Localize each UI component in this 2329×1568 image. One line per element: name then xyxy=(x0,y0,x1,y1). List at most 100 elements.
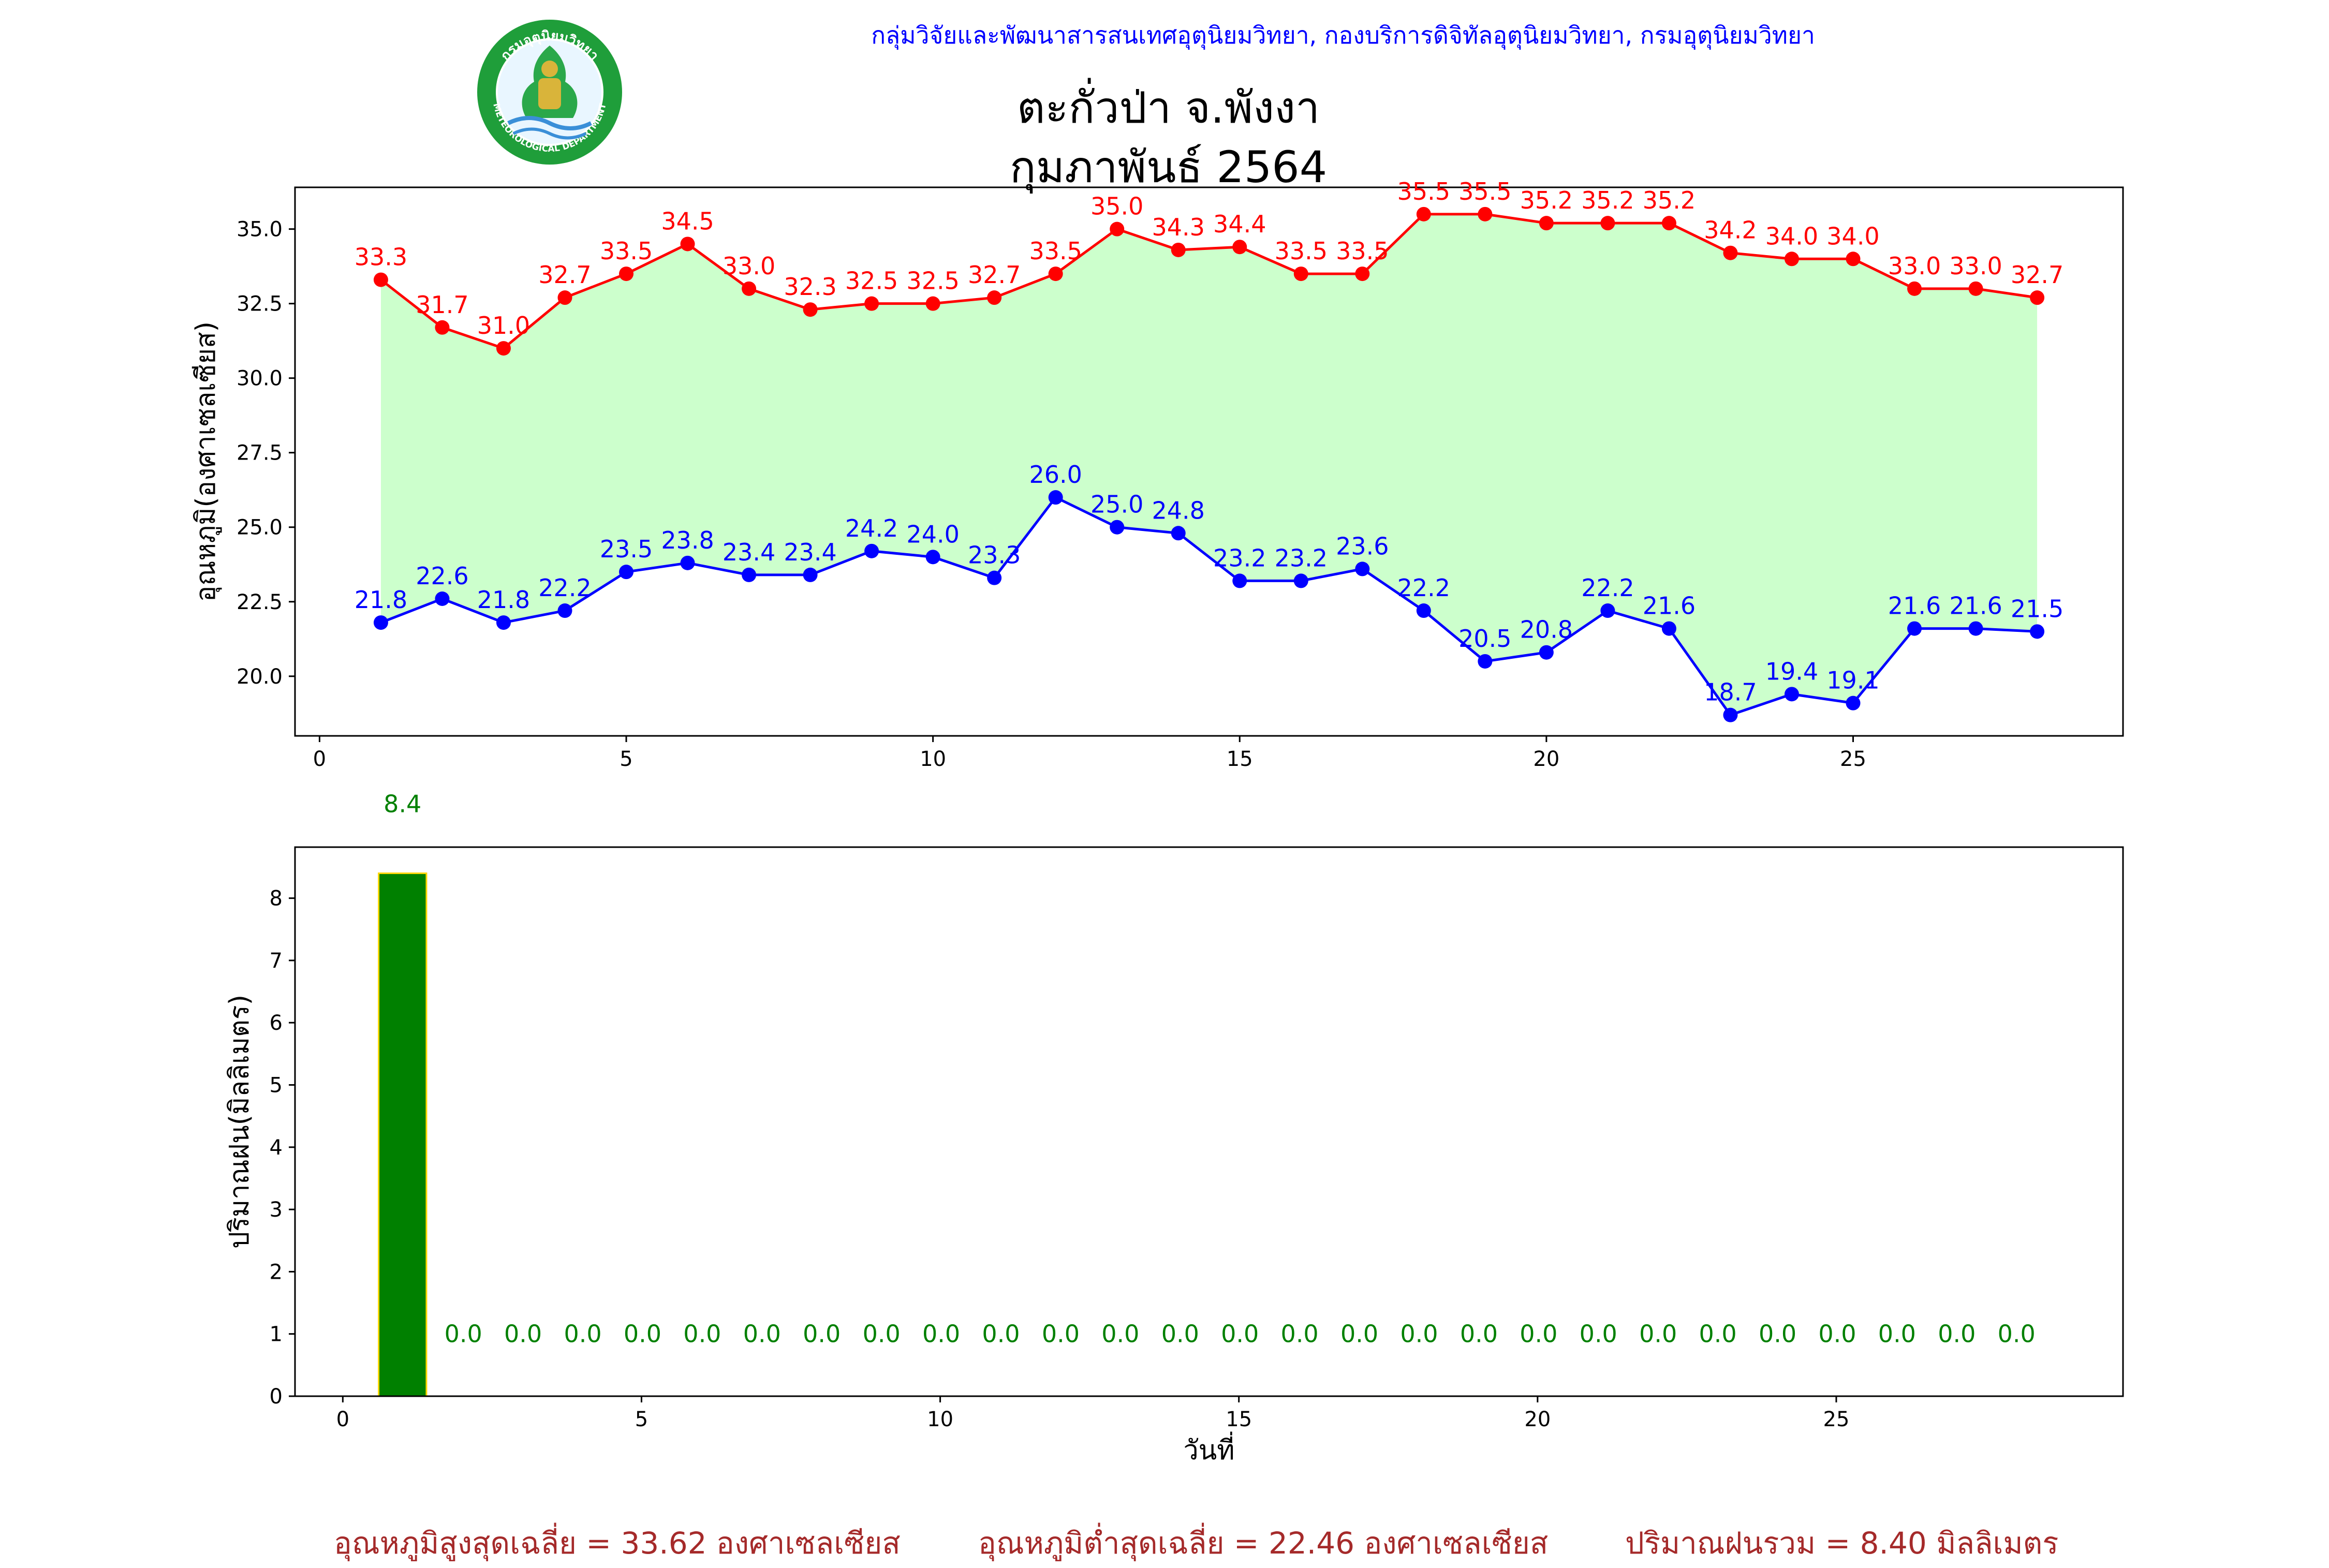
summary-footer: อุณหภูมิสูงสุดเฉลี่ย = 33.62 องศาเซลเซีย… xyxy=(0,1527,2329,1568)
temp-max-point xyxy=(681,236,695,251)
rain-ytick-label: 1 xyxy=(270,1323,283,1347)
rain-data-label: 0.0 xyxy=(1580,1320,1617,1348)
rain-data-label: 0.0 xyxy=(1042,1320,1080,1348)
temp-min-data-label: 21.6 xyxy=(1949,592,2002,620)
temp-max-data-label: 34.2 xyxy=(1704,216,1757,244)
temp-max-data-label: 35.2 xyxy=(1520,186,1573,214)
rain-ytick-label: 7 xyxy=(270,949,283,973)
temp-xtick-label: 25 xyxy=(1840,747,1866,771)
rain-data-label: 0.0 xyxy=(743,1320,781,1348)
rain-data-label: 0.0 xyxy=(1818,1320,1856,1348)
temp-ylabel: อุณหภูมิ(องศาเซลเซียส) xyxy=(190,321,222,602)
rain-data-label: 0.0 xyxy=(1221,1320,1259,1348)
rain-ytick-label: 8 xyxy=(270,887,283,911)
temp-ytick-label: 30.0 xyxy=(237,367,283,391)
temp-min-data-label: 23.4 xyxy=(723,538,775,566)
temp-ytick-label: 27.5 xyxy=(237,441,283,465)
temp-max-point xyxy=(2030,290,2044,305)
rain-data-label: 0.0 xyxy=(1400,1320,1438,1348)
rain-data-label: 0.0 xyxy=(1460,1320,1498,1348)
temp-max-point xyxy=(1600,216,1615,230)
temp-max-point xyxy=(619,267,633,281)
temp-max-point xyxy=(1969,282,1983,296)
temp-max-point xyxy=(435,320,449,335)
rain-data-label: 0.0 xyxy=(1101,1320,1139,1348)
temp-ytick-label: 32.5 xyxy=(237,292,283,316)
temp-max-point xyxy=(496,341,511,356)
rain-xtick-label: 5 xyxy=(635,1408,648,1431)
temp-max-data-label: 33.3 xyxy=(355,243,407,271)
temp-max-point xyxy=(558,290,572,305)
rain-xtick-label: 20 xyxy=(1524,1408,1551,1431)
temp-max-data-label: 33.0 xyxy=(723,252,775,280)
temp-ytick-label: 20.0 xyxy=(237,665,283,689)
temp-max-data-label: 33.5 xyxy=(1029,237,1082,265)
temp-min-point xyxy=(1110,520,1124,535)
temp-xtick-label: 20 xyxy=(1533,747,1559,771)
temp-max-point xyxy=(1049,267,1063,281)
temp-min-point xyxy=(558,603,572,618)
temp-max-data-label: 35.2 xyxy=(1581,186,1634,214)
rain-ytick-label: 4 xyxy=(270,1136,283,1160)
temp-ytick-label: 22.5 xyxy=(237,590,283,614)
avg-max-temp-text: อุณหภูมิสูงสุดเฉลี่ย = 33.62 องศาเซลเซีย… xyxy=(334,1519,901,1567)
rain-data-label: 0.0 xyxy=(564,1320,601,1348)
temp-max-data-label: 32.5 xyxy=(845,267,898,295)
temp-max-data-label: 32.3 xyxy=(784,273,836,301)
temp-max-point xyxy=(1478,207,1492,221)
rain-data-label: 0.0 xyxy=(1938,1320,1976,1348)
avg-min-temp-text: อุณหภูมิต่ำสุดเฉลี่ย = 22.46 องศาเซลเซีย… xyxy=(978,1519,1548,1567)
rain-data-label: 0.0 xyxy=(1759,1320,1796,1348)
total-rain-text: ปริมาณฝนรวม = 8.40 มิลลิเมตร xyxy=(1625,1519,2058,1567)
temp-max-data-label: 33.5 xyxy=(1336,237,1389,265)
temp-max-point xyxy=(1662,216,1676,230)
temp-xtick-label: 15 xyxy=(1227,747,1253,771)
temp-min-point xyxy=(435,591,449,606)
temp-min-point xyxy=(1846,696,1860,711)
temp-min-point xyxy=(374,615,388,630)
temp-max-data-label: 32.7 xyxy=(968,261,1021,289)
temp-max-point xyxy=(864,297,879,311)
temp-min-point xyxy=(1355,561,1369,576)
temp-min-data-label: 20.8 xyxy=(1520,616,1573,644)
temp-max-data-label: 35.0 xyxy=(1090,193,1143,220)
temp-range-fill xyxy=(381,214,2037,715)
rain-xtick-label: 15 xyxy=(1226,1408,1252,1431)
rain-ytick-label: 3 xyxy=(270,1198,283,1222)
rain-data-label: 0.0 xyxy=(1340,1320,1378,1348)
rain-data-label: 0.0 xyxy=(982,1320,1020,1348)
temp-max-data-label: 34.3 xyxy=(1152,213,1205,241)
temp-max-data-label: 31.7 xyxy=(416,291,468,319)
temp-xtick-label: 5 xyxy=(620,747,632,771)
temp-max-data-label: 35.5 xyxy=(1458,177,1511,205)
rain-data-label: 0.0 xyxy=(863,1320,901,1348)
temp-max-point xyxy=(926,297,940,311)
temp-min-point xyxy=(681,556,695,570)
temp-min-data-label: 21.6 xyxy=(1888,592,1941,620)
temp-max-data-label: 33.5 xyxy=(600,237,653,265)
temp-max-point xyxy=(803,302,818,317)
temp-ytick-label: 35.0 xyxy=(237,218,283,242)
rain-data-label: 0.0 xyxy=(1699,1320,1737,1348)
rain-xtick-label: 0 xyxy=(336,1408,349,1431)
rainfall-chart: 8.4 0.0 0.0 0.0 0.0 0.0 0.0 0.0 0.0 0.0 0.0 0.0 0.0 0… xyxy=(224,790,2123,1466)
temp-max-point xyxy=(1232,240,1247,254)
rain-data-label: 0.0 xyxy=(445,1320,482,1348)
rain-data-label: 0.0 xyxy=(803,1320,841,1348)
temp-min-data-label: 23.5 xyxy=(600,535,653,563)
temp-min-data-label: 24.0 xyxy=(906,520,959,548)
temp-min-data-label: 20.5 xyxy=(1458,625,1511,653)
temp-min-data-label: 23.6 xyxy=(1336,532,1389,560)
temp-max-point xyxy=(1907,282,1922,296)
temp-max-point xyxy=(1846,252,1860,266)
temp-max-data-label: 32.7 xyxy=(538,261,591,289)
temp-max-data-label: 34.0 xyxy=(1765,222,1818,250)
rain-ytick-label: 2 xyxy=(270,1260,283,1284)
rain-data-label: 0.0 xyxy=(1161,1320,1199,1348)
rain-data-label: 8.4 xyxy=(384,790,421,818)
temp-min-data-label: 23.8 xyxy=(661,526,714,554)
temp-min-data-label: 26.0 xyxy=(1029,461,1082,489)
temp-min-point xyxy=(1171,526,1186,540)
